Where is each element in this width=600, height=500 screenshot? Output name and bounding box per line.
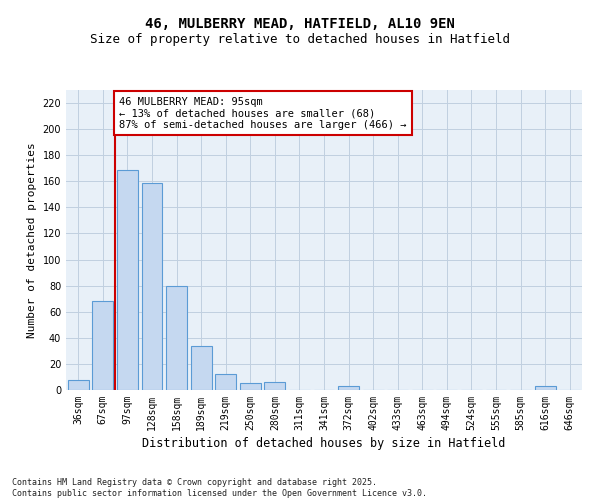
Bar <box>265 382 286 390</box>
Y-axis label: Number of detached properties: Number of detached properties <box>27 142 37 338</box>
Bar <box>338 386 359 390</box>
X-axis label: Distribution of detached houses by size in Hatfield: Distribution of detached houses by size … <box>142 437 506 450</box>
Bar <box>191 346 212 390</box>
Bar <box>68 380 89 390</box>
Bar <box>117 170 138 390</box>
Text: Size of property relative to detached houses in Hatfield: Size of property relative to detached ho… <box>90 32 510 46</box>
Bar <box>166 286 187 390</box>
Bar <box>142 182 163 390</box>
Text: 46, MULBERRY MEAD, HATFIELD, AL10 9EN: 46, MULBERRY MEAD, HATFIELD, AL10 9EN <box>145 18 455 32</box>
Bar <box>92 302 113 390</box>
Text: Contains HM Land Registry data © Crown copyright and database right 2025.
Contai: Contains HM Land Registry data © Crown c… <box>12 478 427 498</box>
Bar <box>240 384 261 390</box>
Text: 46 MULBERRY MEAD: 95sqm
← 13% of detached houses are smaller (68)
87% of semi-de: 46 MULBERRY MEAD: 95sqm ← 13% of detache… <box>119 96 406 130</box>
Bar <box>215 374 236 390</box>
Bar <box>535 386 556 390</box>
